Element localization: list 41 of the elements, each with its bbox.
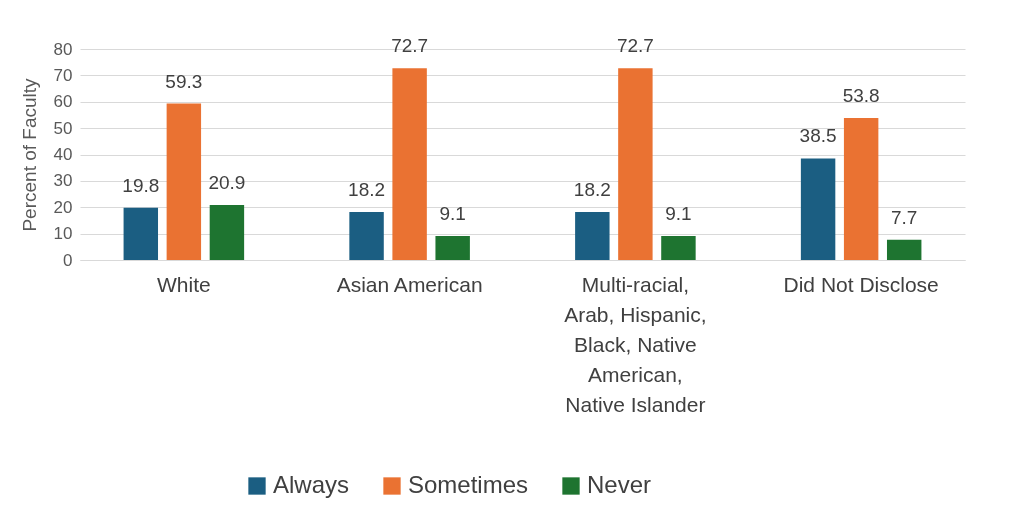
data-label: 19.8 (122, 174, 160, 196)
bar (435, 236, 470, 260)
bar (800, 158, 836, 260)
data-label: 20.9 (208, 171, 246, 193)
data-label: 72.7 (391, 35, 429, 57)
y-tick-label: 30 (53, 171, 73, 191)
bar (123, 207, 159, 260)
legend-label: Never (587, 471, 652, 498)
data-label: 38.5 (799, 125, 837, 147)
data-label: 9.1 (439, 203, 466, 224)
y-tick-label: 50 (53, 118, 73, 138)
y-axis-title: Percent of Faculty (18, 77, 40, 232)
bar (618, 68, 653, 260)
data-label: 7.7 (890, 206, 918, 228)
y-tick-label: 0 (63, 250, 73, 270)
x-tick-label: Asian American (336, 272, 483, 296)
data-label: 9.1 (665, 203, 692, 224)
y-tick-label: 80 (53, 39, 73, 59)
data-label: 18.2 (573, 179, 611, 200)
x-tick-label: Did Not Disclose (783, 272, 939, 296)
y-tick-label: 60 (53, 92, 73, 112)
bar (843, 118, 879, 260)
bar (886, 239, 922, 260)
legend-label: Sometimes (408, 471, 529, 498)
data-label: 59.3 (165, 70, 203, 92)
bar (661, 236, 696, 260)
legend-label: Always (273, 471, 350, 498)
bar (575, 212, 610, 260)
y-tick-label: 20 (53, 197, 73, 217)
x-tick-label: White (157, 272, 211, 296)
bar (209, 204, 245, 260)
data-label: 72.7 (616, 35, 654, 57)
y-tick-label: 70 (53, 65, 73, 85)
x-tick-label: Multi-racial, Arab, Hispanic, Black, Native American, Native Islander (564, 272, 707, 416)
data-label: 18.2 (348, 179, 386, 200)
bar (392, 68, 427, 260)
data-label: 53.8 (842, 85, 880, 107)
bar (166, 103, 202, 260)
y-tick-label: 40 (53, 145, 73, 164)
y-tick-label: 10 (53, 224, 73, 244)
bar (349, 212, 384, 260)
